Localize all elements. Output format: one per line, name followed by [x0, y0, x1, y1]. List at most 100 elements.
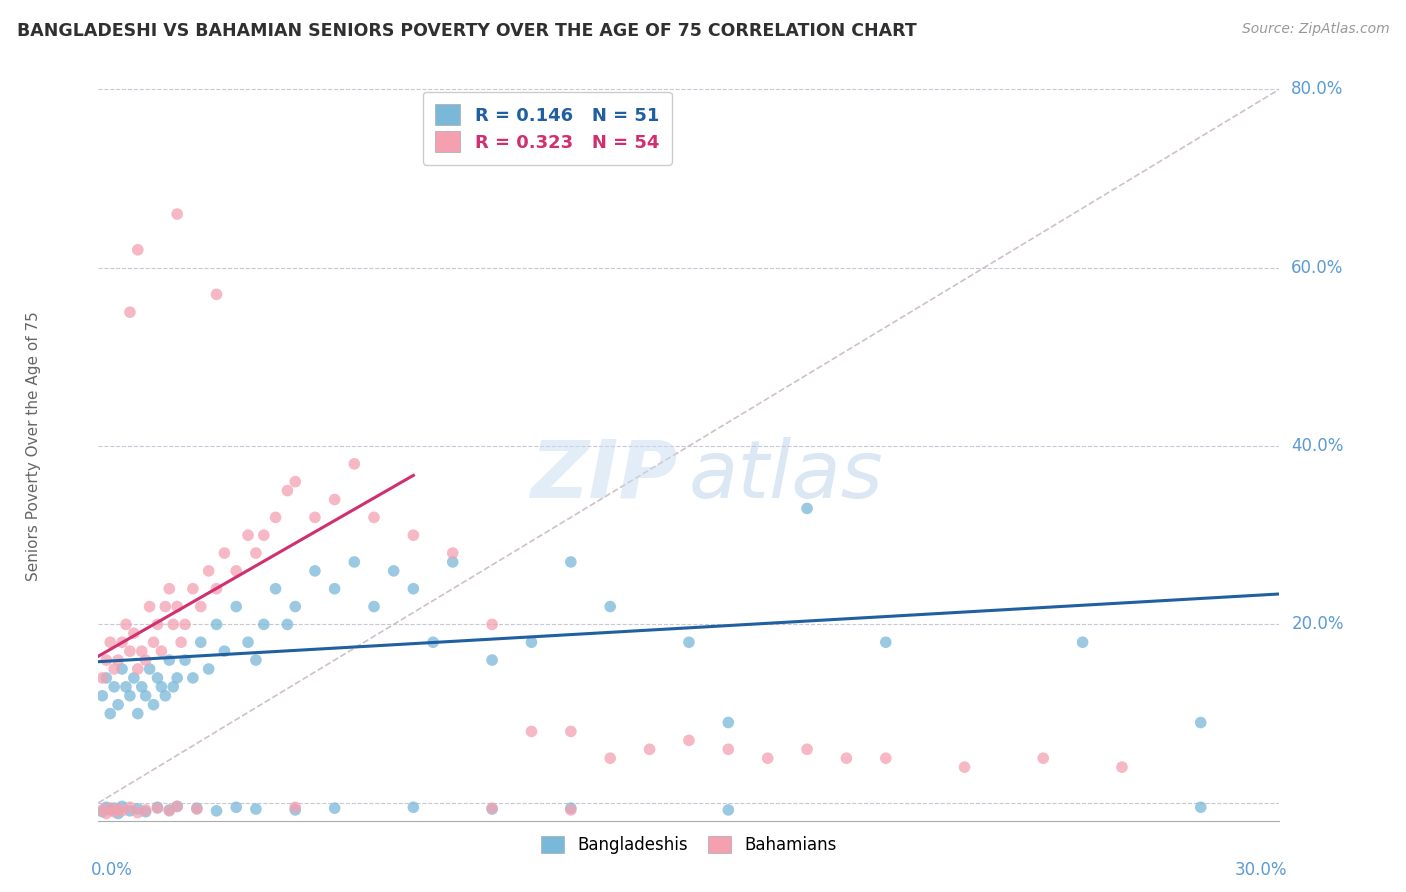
- Text: Source: ZipAtlas.com: Source: ZipAtlas.com: [1241, 22, 1389, 37]
- Text: 20.0%: 20.0%: [1291, 615, 1344, 633]
- Point: [138, 662, 160, 676]
- Point: [103, 680, 125, 694]
- Point: [284, 803, 307, 817]
- Point: [875, 751, 897, 765]
- Point: [127, 243, 149, 257]
- Point: [190, 599, 212, 614]
- Point: [111, 799, 134, 814]
- Point: [127, 662, 149, 676]
- Point: [135, 805, 157, 819]
- Point: [236, 528, 259, 542]
- Point: [131, 644, 153, 658]
- Point: [520, 635, 543, 649]
- Point: [323, 492, 346, 507]
- Point: [135, 803, 157, 817]
- Point: [953, 760, 976, 774]
- Point: [402, 528, 425, 542]
- Point: [122, 626, 145, 640]
- Point: [717, 742, 740, 756]
- Text: Seniors Poverty Over the Age of 75: Seniors Poverty Over the Age of 75: [25, 311, 41, 581]
- Point: [157, 804, 180, 818]
- Point: [111, 662, 134, 676]
- Point: [756, 751, 779, 765]
- Point: [441, 546, 464, 560]
- Point: [142, 698, 165, 712]
- Point: [678, 733, 700, 747]
- Point: [98, 801, 121, 815]
- Point: [170, 635, 193, 649]
- Point: [284, 475, 307, 489]
- Point: [520, 724, 543, 739]
- Text: 80.0%: 80.0%: [1291, 80, 1344, 98]
- Point: [174, 653, 197, 667]
- Point: [103, 805, 125, 819]
- Point: [245, 653, 267, 667]
- Point: [264, 510, 287, 524]
- Point: [146, 800, 169, 814]
- Point: [157, 803, 180, 817]
- Point: [343, 555, 366, 569]
- Point: [236, 635, 259, 649]
- Point: [796, 501, 818, 516]
- Point: [138, 599, 160, 614]
- Point: [127, 805, 149, 820]
- Point: [103, 801, 125, 815]
- Point: [107, 802, 129, 816]
- Point: [599, 751, 621, 765]
- Point: [91, 671, 114, 685]
- Point: [402, 582, 425, 596]
- Point: [402, 800, 425, 814]
- Point: [1189, 715, 1212, 730]
- Point: [363, 599, 385, 614]
- Point: [174, 617, 197, 632]
- Point: [205, 617, 228, 632]
- Point: [186, 802, 208, 816]
- Point: [146, 617, 169, 632]
- Point: [205, 804, 228, 818]
- Point: [155, 599, 177, 614]
- Point: [96, 671, 118, 685]
- Text: 30.0%: 30.0%: [1234, 861, 1288, 879]
- Text: BANGLADESHI VS BAHAMIAN SENIORS POVERTY OVER THE AGE OF 75 CORRELATION CHART: BANGLADESHI VS BAHAMIAN SENIORS POVERTY …: [17, 22, 917, 40]
- Point: [560, 803, 582, 817]
- Point: [146, 671, 169, 685]
- Point: [118, 689, 141, 703]
- Point: [197, 662, 219, 676]
- Text: atlas: atlas: [689, 437, 884, 515]
- Point: [91, 689, 114, 703]
- Point: [190, 635, 212, 649]
- Point: [284, 800, 307, 814]
- Point: [107, 653, 129, 667]
- Point: [118, 804, 141, 818]
- Point: [276, 483, 298, 498]
- Point: [796, 742, 818, 756]
- Point: [91, 803, 114, 817]
- Point: [560, 801, 582, 815]
- Point: [304, 510, 326, 524]
- Point: [111, 804, 134, 818]
- Point: [835, 751, 858, 765]
- Point: [166, 207, 188, 221]
- Point: [96, 653, 118, 667]
- Point: [343, 457, 366, 471]
- Point: [150, 680, 173, 694]
- Point: [98, 706, 121, 721]
- Point: [245, 802, 267, 816]
- Point: [225, 564, 247, 578]
- Point: [162, 617, 184, 632]
- Point: [560, 555, 582, 569]
- Point: [1032, 751, 1054, 765]
- Point: [142, 635, 165, 649]
- Point: [166, 799, 188, 814]
- Point: [717, 715, 740, 730]
- Legend: Bangladeshis, Bahamians: Bangladeshis, Bahamians: [534, 830, 844, 861]
- Point: [131, 680, 153, 694]
- Point: [253, 528, 276, 542]
- Point: [205, 582, 228, 596]
- Point: [481, 801, 503, 815]
- Point: [135, 653, 157, 667]
- Point: [422, 635, 444, 649]
- Point: [111, 635, 134, 649]
- Point: [363, 510, 385, 524]
- Point: [875, 635, 897, 649]
